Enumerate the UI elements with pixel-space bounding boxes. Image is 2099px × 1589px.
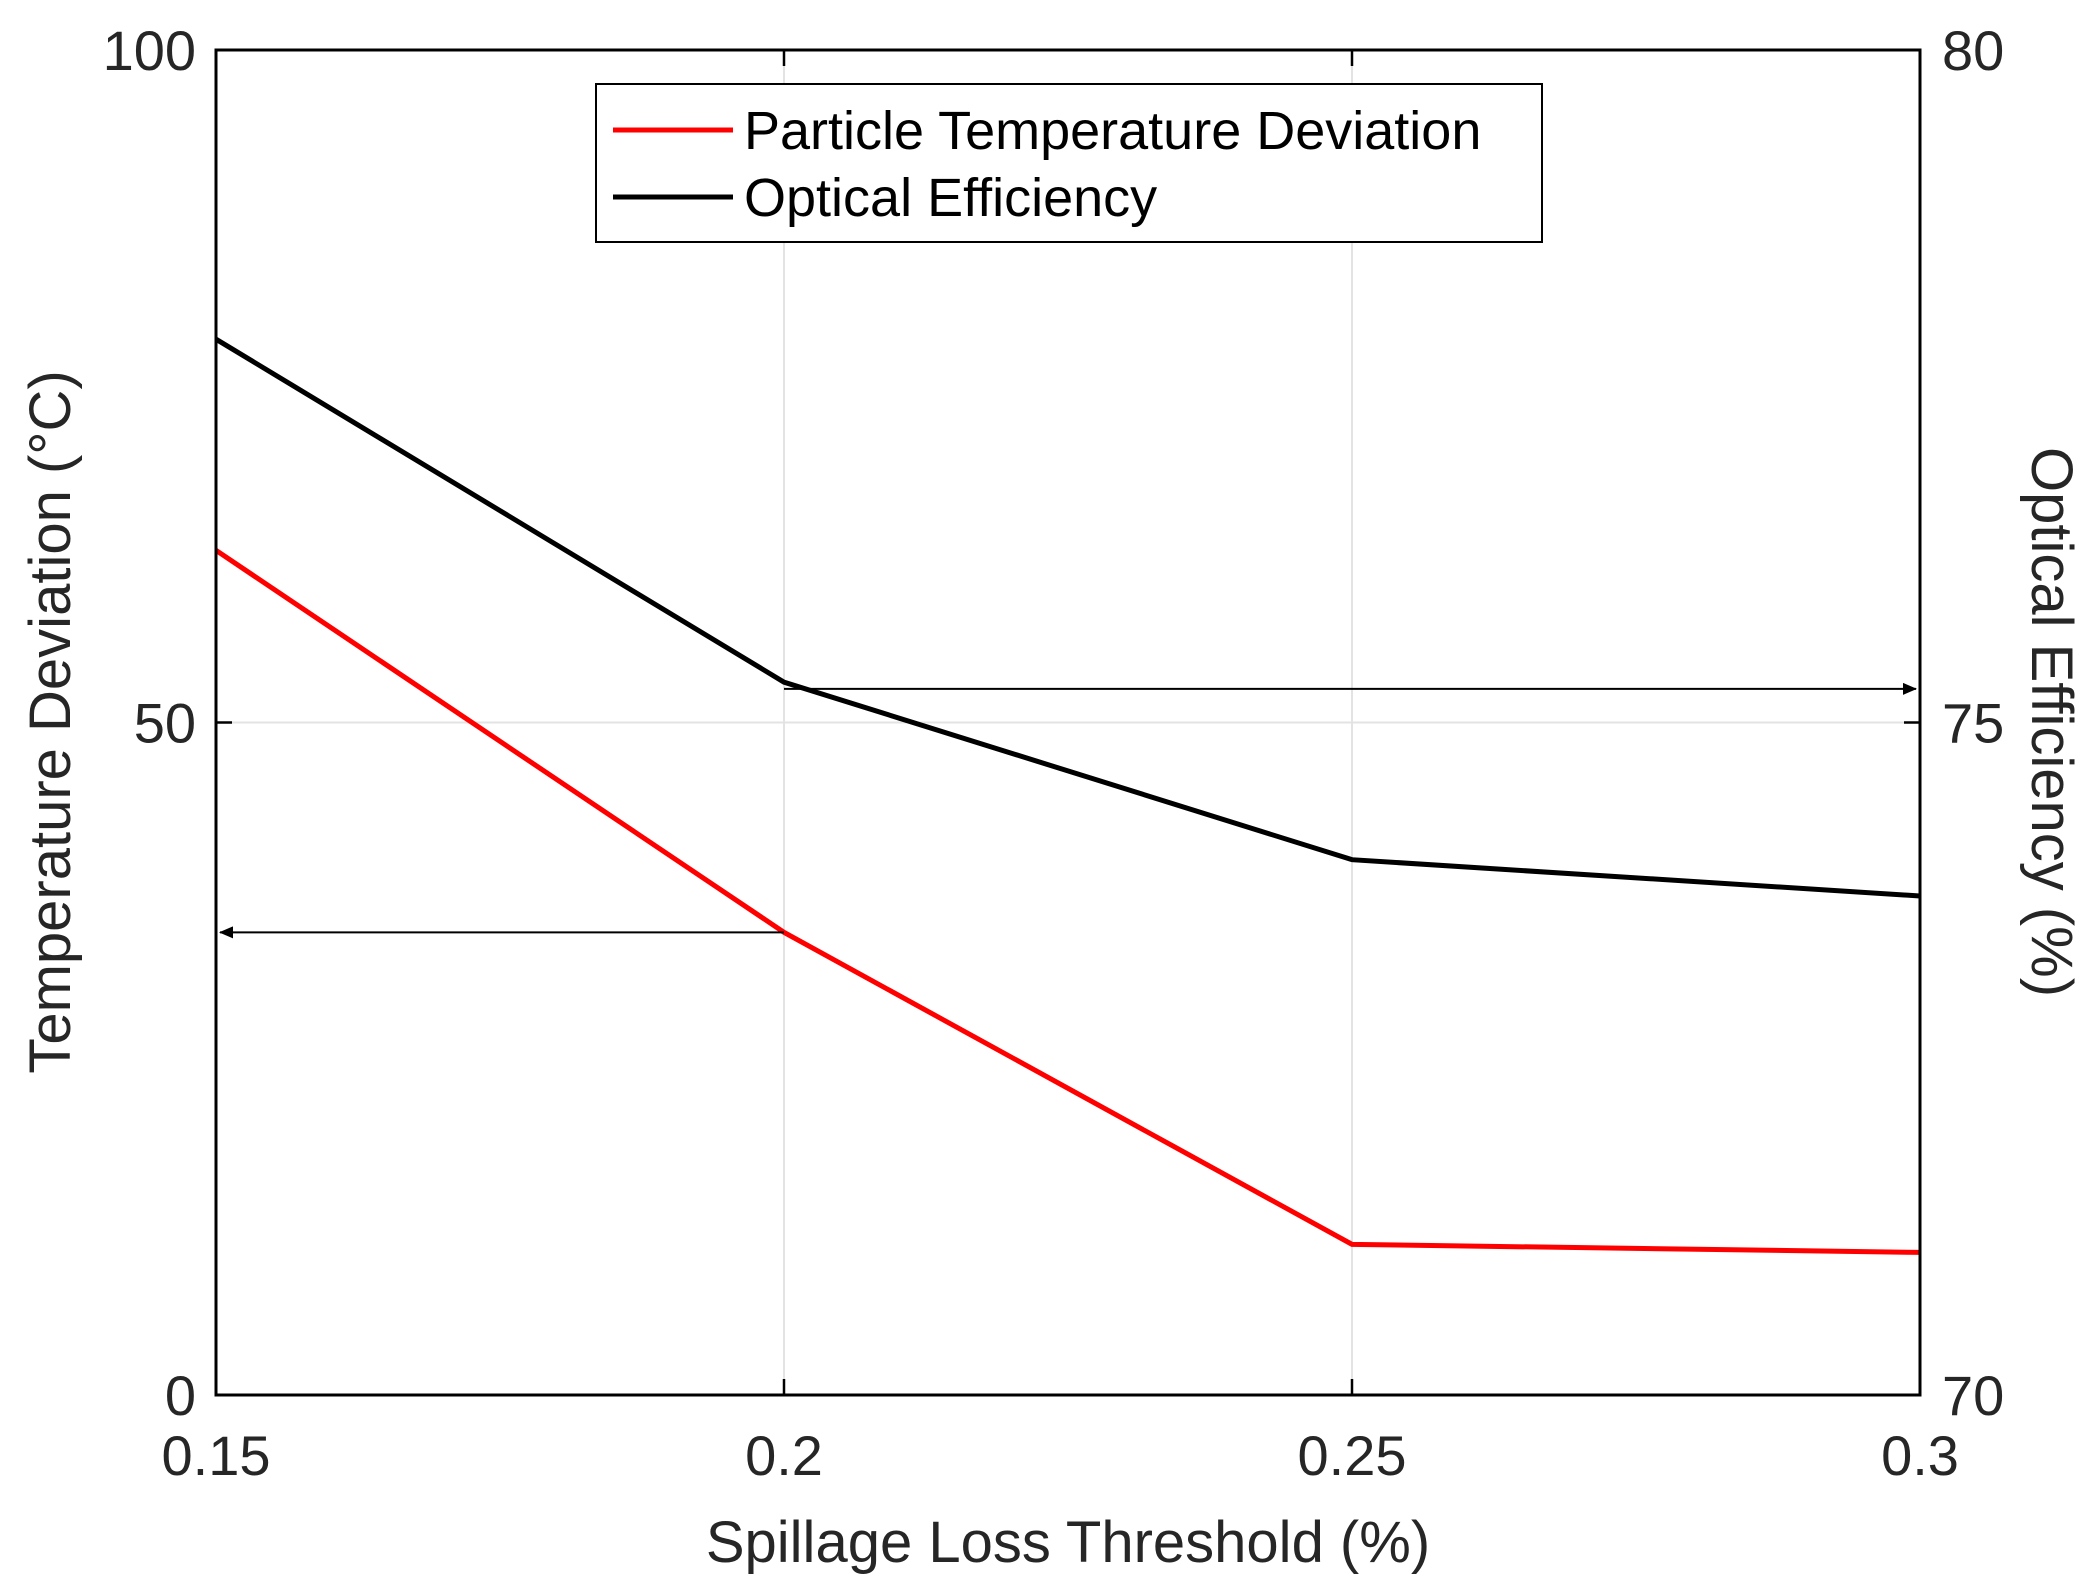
- legend-label-efficiency: Optical Efficiency: [744, 168, 1157, 228]
- y-axis-right-label: Optical Efficiency (%): [2019, 447, 2084, 997]
- legend-label-temperature: Particle Temperature Deviation: [744, 101, 1481, 161]
- y-left-tick-label: 100: [103, 19, 196, 82]
- y-right-tick-label: 70: [1942, 1364, 2004, 1427]
- x-tick-label: 0.25: [1298, 1424, 1407, 1487]
- ticks-layer: 0.15 0.2 0.25 0.3 0 50 100 70 75 80: [103, 19, 2005, 1487]
- x-axis-label: Spillage Loss Threshold (%): [706, 1510, 1430, 1575]
- y-right-tick-label: 75: [1942, 692, 2004, 755]
- y-right-tick-label: 80: [1942, 19, 2004, 82]
- series-line-optical-efficiency: [214, 337, 1921, 899]
- series-line-temperature-deviation: [214, 548, 1921, 1255]
- legend-box: [595, 83, 1543, 243]
- annotation-layer: [219, 682, 1917, 939]
- x-tick-label: 0.3: [1881, 1424, 1959, 1487]
- x-tick-label: 0.2: [745, 1424, 823, 1487]
- y-axis-left-label: Temperature Deviation (°C): [18, 370, 83, 1073]
- y-left-tick-label: 50: [134, 692, 196, 755]
- y-left-tick-label: 0: [165, 1364, 196, 1427]
- x-tick-label: 0.15: [162, 1424, 271, 1487]
- legend: Particle Temperature Deviation Optical E…: [595, 83, 1543, 243]
